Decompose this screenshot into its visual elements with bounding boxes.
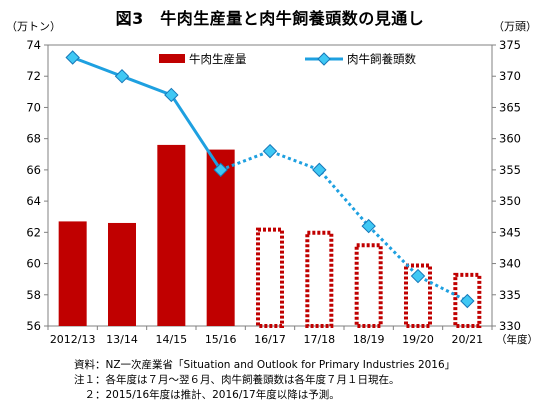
line-point (312, 162, 327, 178)
right-axis-tick-label: 370 (499, 69, 521, 83)
x-axis-tick-label: 20/21 (451, 333, 483, 346)
left-axis-tick-label: 72 (26, 69, 41, 83)
right-axis-unit: （万頭） (493, 20, 537, 33)
right-axis-tick-label: 355 (499, 163, 521, 177)
right-axis-tick-label: 335 (499, 288, 521, 302)
right-axis-tick-label: 345 (499, 225, 521, 239)
chart-title: 図3 牛肉生産量と肉牛飼養頭数の見通し (115, 9, 425, 28)
bar (206, 149, 235, 326)
bar (58, 221, 87, 326)
left-axis-tick-label: 64 (26, 194, 41, 208)
left-axis-tick-label: 74 (26, 38, 41, 52)
left-axis-tick-label: 66 (26, 163, 41, 177)
note-1: 注１：各年度は７月～翌６月、肉牛飼養頭数は各年度７月１日現在。 (74, 374, 400, 386)
x-axis-unit: （年度） (496, 333, 538, 346)
bar-projected (305, 230, 334, 328)
line-point (213, 162, 228, 178)
line-point (114, 69, 130, 84)
left-axis-tick-label: 60 (26, 257, 41, 271)
right-axis-tick-label: 365 (499, 100, 521, 114)
right-axis-tick-label: 330 (499, 319, 521, 333)
left-axis-unit: （万トン） (6, 20, 61, 33)
x-axis-tick-label: 17/18 (303, 333, 335, 346)
x-axis-tick-label: 15/16 (205, 333, 237, 346)
x-axis-tick-label: 2012/13 (50, 333, 96, 346)
bar-projected (354, 243, 383, 328)
left-axis-tick-label: 70 (26, 100, 41, 114)
legend-swatch-bar (159, 54, 185, 63)
line-point (164, 87, 179, 103)
line-point (361, 218, 376, 234)
legend-marker-line (317, 52, 331, 66)
source-note: 資料：NZ一次産業省「Situation and Outlook for Pri… (74, 359, 456, 371)
left-axis-tick-label: 56 (26, 319, 41, 333)
line-series (72, 56, 222, 171)
x-axis-tick-label: 18/19 (353, 333, 385, 346)
right-axis-tick-label: 340 (499, 257, 521, 271)
x-axis-tick-label: 13/14 (106, 333, 138, 346)
source-notes: 資料：NZ一次産業省「Situation and Outlook for Pri… (74, 358, 455, 403)
bar-projected (256, 227, 284, 328)
right-axis-tick-label: 350 (499, 194, 521, 208)
line-point (410, 268, 426, 284)
left-axis-tick-label: 62 (26, 225, 41, 239)
bar (108, 222, 136, 326)
bar-projected (404, 263, 432, 328)
left-axis-tick-label: 58 (26, 288, 41, 302)
line-series-projected (220, 149, 469, 303)
legend-label-line: 肉牛飼養頭数 (347, 52, 416, 66)
x-axis-tick-label: 14/15 (155, 333, 187, 346)
legend-label-bar: 牛肉生産量 (189, 52, 247, 66)
line-point (262, 143, 278, 159)
right-axis-tick-label: 375 (499, 38, 521, 52)
note-2: ２：2015/16年度は推計、2016/17年度以降は予測。 (74, 389, 340, 401)
right-axis-tick-label: 360 (499, 132, 521, 146)
line-point (65, 50, 80, 65)
left-axis-tick-label: 68 (26, 132, 41, 146)
bar-projected (453, 272, 482, 328)
x-axis-tick-label: 19/20 (402, 333, 434, 346)
x-axis-tick-label: 16/17 (254, 333, 286, 346)
line-point (460, 293, 475, 309)
bar (157, 144, 186, 326)
